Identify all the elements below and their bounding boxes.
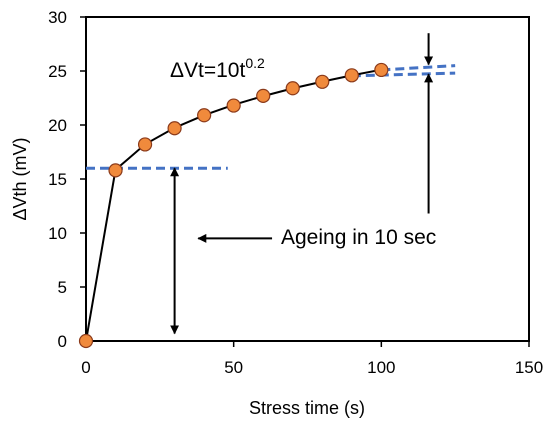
ageing-label: Ageing in 10 sec <box>281 226 436 249</box>
x-tick-label: 100 <box>367 358 395 377</box>
x-axis-ticks: 0 50 100 150 <box>81 341 543 377</box>
y-tick-label: 5 <box>58 278 67 297</box>
y-tick-label: 0 <box>58 332 67 351</box>
annotation-arrows <box>170 33 434 335</box>
reference-line <box>351 71 456 78</box>
data-point <box>78 333 94 349</box>
data-point <box>374 62 389 78</box>
plot-area <box>85 16 530 342</box>
y-tick-label: 30 <box>48 8 67 27</box>
reference-lines <box>86 64 456 170</box>
equation-base: ΔVt=10t <box>170 59 245 82</box>
x-tick-label: 150 <box>515 358 543 377</box>
y-axis-ticks: 0 5 10 15 20 25 30 <box>48 8 86 351</box>
equation-label: ΔVt=10t0.2 <box>170 55 265 82</box>
data-point <box>226 98 241 113</box>
x-tick-label: 50 <box>224 358 243 377</box>
x-tick-label: 0 <box>81 358 90 377</box>
equation-exponent: 0.2 <box>245 55 265 71</box>
data-point <box>285 81 300 96</box>
data-point <box>137 137 153 152</box>
data-points <box>78 62 389 349</box>
data-point <box>197 108 212 123</box>
y-axis-title: ΔVth (mV) <box>10 137 30 220</box>
y-tick-label: 15 <box>48 170 67 189</box>
x-axis-title: Stress time (s) <box>249 398 365 418</box>
data-point <box>167 121 182 136</box>
y-tick-label: 25 <box>48 62 67 81</box>
y-tick-label: 10 <box>48 224 67 243</box>
reference-line <box>381 64 456 72</box>
data-point <box>256 88 271 103</box>
data-point <box>108 163 123 178</box>
data-point <box>315 74 330 89</box>
y-tick-label: 20 <box>48 116 67 135</box>
data-point <box>344 68 359 83</box>
